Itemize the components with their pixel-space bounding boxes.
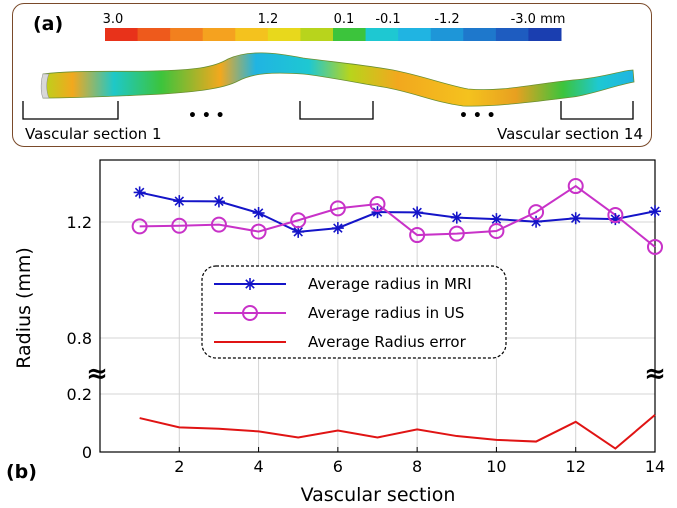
colorbar-swatch xyxy=(398,28,432,41)
section-1-bracket xyxy=(22,101,119,120)
axis-break-right: ≈ xyxy=(644,359,666,389)
panel-b-chart: 2 4 6 8 10 12 14 1.2 0.8 0.2 0 ≈ ≈ Average radius… xyxy=(0,150,677,508)
us-radius-point xyxy=(131,218,148,235)
x-tick-label: 12 xyxy=(566,457,586,476)
panel-b-label: (b) xyxy=(6,461,37,483)
colorbar-swatch xyxy=(365,28,399,41)
colorbar-tick-label: -0.1 xyxy=(375,12,400,27)
mri-radius-point xyxy=(252,207,265,220)
ellipsis-right: • • • xyxy=(459,108,496,124)
series-line-2 xyxy=(139,414,656,450)
mri-radius-point xyxy=(609,213,622,226)
panel-a-label: (a) xyxy=(33,13,63,35)
us-radius-point xyxy=(369,196,386,213)
panel-a-vessel-map: (a) 3.0 1.2 0.1 -0.1 -1.2 -3.0 mm • • • • • •… xyxy=(12,3,652,147)
x-tick-label: 2 xyxy=(174,457,184,476)
legend-box xyxy=(201,265,507,359)
colorbar-swatch xyxy=(528,28,562,41)
colorbar xyxy=(105,28,562,41)
colorbar-swatch xyxy=(430,28,464,41)
colorbar-tick-label: 3.0 xyxy=(103,12,124,27)
section-14-bracket xyxy=(560,101,634,120)
mri-radius-point xyxy=(173,195,186,208)
colorbar-tick-label: -1.2 xyxy=(434,12,459,27)
legend-label: Average radius in US xyxy=(308,304,464,322)
mri-radius-point xyxy=(331,222,344,235)
mri-radius-point xyxy=(649,205,661,218)
x-tick-label: 4 xyxy=(253,457,263,476)
colorbar-swatch xyxy=(202,28,236,41)
mri-radius-point xyxy=(212,195,225,208)
mri-radius-point xyxy=(450,211,463,224)
colorbar-swatch xyxy=(300,28,334,41)
colorbar-tick-label: 0.1 xyxy=(334,12,355,27)
mri-radius-point xyxy=(371,206,384,219)
us-radius-point xyxy=(528,204,545,221)
us-radius-point xyxy=(448,225,465,242)
colorbar-swatch xyxy=(170,28,204,41)
x-axis-label: Vascular section xyxy=(301,484,456,506)
us-radius-point xyxy=(607,207,624,224)
us-radius-point xyxy=(290,212,307,229)
mri-radius-point xyxy=(411,206,424,219)
colorbar-swatch xyxy=(105,28,139,41)
y-tick-label: 0 xyxy=(82,443,92,462)
us-radius-point xyxy=(409,227,426,244)
right-section-label: Vascular section 14 xyxy=(497,125,643,143)
y-axis-label: Radius (mm) xyxy=(13,247,35,369)
x-tick-label: 14 xyxy=(645,457,665,476)
y-tick-label: 0.2 xyxy=(67,385,92,404)
x-tick-label: 10 xyxy=(486,457,506,476)
y-axis-ticks: 1.2 0.8 0.2 0 xyxy=(67,213,92,462)
plot-frame xyxy=(99,159,656,453)
panel-a-svg: (a) 3.0 1.2 0.1 -0.1 -1.2 -3.0 mm • • • • • •… xyxy=(22,12,643,143)
series-markers xyxy=(131,178,663,255)
ellipsis-left: • • • xyxy=(188,108,225,124)
mri-radius-point xyxy=(133,186,146,199)
radius-chart-svg: 2 4 6 8 10 12 14 1.2 0.8 0.2 0 ≈ ≈ Average radius… xyxy=(6,159,666,506)
x-tick-label: 8 xyxy=(412,457,422,476)
colorbar-swatch xyxy=(267,28,301,41)
us-radius-point xyxy=(250,223,267,240)
us-radius-point xyxy=(488,222,505,239)
colorbar-tick-label: -3.0 mm xyxy=(511,12,566,27)
vessel-end-cap xyxy=(40,73,50,99)
section-mid-bracket xyxy=(299,101,374,120)
colorbar-tick-label: 1.2 xyxy=(258,12,279,27)
series-line-0 xyxy=(139,191,656,233)
colorbar-swatch xyxy=(495,28,529,41)
legend: Average radius in MRI Average radius in U… xyxy=(201,265,507,359)
colorbar-swatch xyxy=(463,28,497,41)
x-tick-label: 6 xyxy=(333,457,343,476)
axis-break-left: ≈ xyxy=(86,359,108,389)
legend-items: Average radius in MRI Average radius in U… xyxy=(214,275,472,351)
colorbar-swatch xyxy=(333,28,367,41)
mri-radius-point xyxy=(569,212,582,225)
us-radius-point xyxy=(647,238,663,255)
y-tick-label: 1.2 xyxy=(67,213,92,232)
legend-circle-marker xyxy=(242,305,258,321)
legend-star-marker xyxy=(244,278,256,290)
legend-label: Average radius in MRI xyxy=(308,275,472,293)
us-radius-point xyxy=(329,200,346,217)
us-radius-point xyxy=(171,217,188,234)
x-axis-ticks: 2 4 6 8 10 12 14 xyxy=(174,447,665,476)
legend-label: Average Radius error xyxy=(308,333,467,351)
us-radius-point xyxy=(210,216,227,233)
left-section-label: Vascular section 1 xyxy=(25,125,162,143)
y-tick-label: 0.8 xyxy=(67,329,92,348)
us-radius-point xyxy=(567,178,584,195)
colorbar-swatch xyxy=(137,28,171,41)
colorbar-tick-labels: 3.0 1.2 0.1 -0.1 -1.2 -3.0 mm xyxy=(103,12,566,27)
vessel-surface xyxy=(42,52,635,107)
colorbar-swatch xyxy=(235,28,269,41)
